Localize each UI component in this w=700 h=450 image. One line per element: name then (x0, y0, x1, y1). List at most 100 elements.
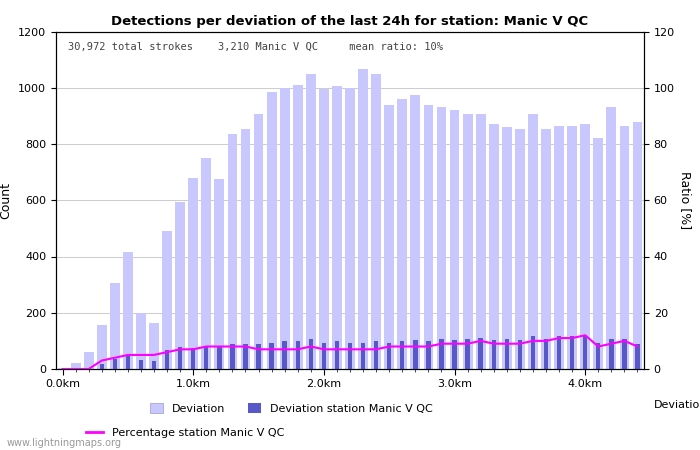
Bar (491, 340, 496, 369)
Percentage station Manic V QC (503, 341, 511, 346)
Bar (230, 344, 235, 369)
Text: www.lightningmaps.org: www.lightningmaps.org (7, 438, 122, 448)
Percentage station Manic V QC (189, 346, 197, 352)
Bar (136, 313, 146, 369)
Percentage station Manic V QC (581, 333, 589, 338)
Bar (97, 325, 106, 369)
Bar (322, 343, 326, 369)
Bar (515, 129, 525, 369)
Bar (400, 342, 405, 369)
Legend: Percentage station Manic V QC: Percentage station Manic V QC (86, 428, 284, 438)
Bar (557, 336, 561, 369)
Bar (217, 346, 221, 369)
Percentage station Manic V QC (489, 341, 498, 346)
Percentage station Manic V QC (307, 344, 315, 349)
Percentage station Manic V QC (85, 366, 93, 372)
Bar (270, 343, 274, 369)
Percentage station Manic V QC (267, 346, 276, 352)
Percentage station Manic V QC (111, 355, 119, 360)
Bar (253, 114, 263, 369)
Bar (113, 359, 117, 369)
Bar (319, 89, 329, 369)
Bar (440, 338, 444, 369)
Percentage station Manic V QC (528, 338, 537, 344)
Bar (606, 108, 616, 369)
Bar (191, 348, 195, 369)
Bar (583, 336, 587, 369)
Bar (306, 74, 316, 369)
Bar (214, 179, 224, 369)
Bar (374, 342, 378, 369)
Bar (437, 108, 447, 369)
Bar (596, 343, 601, 369)
Y-axis label: Ratio [%]: Ratio [%] (678, 171, 692, 230)
Percentage station Manic V QC (594, 344, 603, 349)
Bar (256, 344, 260, 369)
Bar (463, 114, 473, 369)
Percentage station Manic V QC (424, 344, 433, 349)
Bar (123, 252, 133, 369)
Percentage station Manic V QC (634, 344, 642, 349)
Percentage station Manic V QC (620, 338, 629, 344)
Bar (348, 343, 352, 369)
Percentage station Manic V QC (136, 352, 145, 358)
Bar (580, 124, 590, 369)
Bar (387, 343, 391, 369)
Bar (361, 343, 365, 369)
Bar (424, 105, 433, 369)
Bar (449, 110, 459, 369)
Bar (57, 368, 67, 369)
Bar (345, 88, 355, 369)
Percentage station Manic V QC (555, 335, 564, 341)
Bar (518, 340, 522, 369)
Bar (175, 202, 185, 369)
Bar (479, 338, 483, 369)
Bar (162, 231, 172, 369)
Percentage station Manic V QC (58, 366, 66, 372)
Bar (244, 344, 248, 369)
Title: Detections per deviation of the last 24h for station: Manic V QC: Detections per deviation of the last 24h… (111, 14, 589, 27)
Bar (633, 122, 643, 369)
Bar (609, 338, 613, 369)
Bar (267, 92, 276, 369)
Bar (505, 338, 509, 369)
Percentage station Manic V QC (398, 344, 407, 349)
Percentage station Manic V QC (281, 346, 289, 352)
Bar (149, 323, 159, 369)
Percentage station Manic V QC (438, 341, 446, 346)
Bar (152, 361, 156, 369)
Bar (241, 129, 251, 369)
Bar (528, 114, 538, 369)
Bar (84, 352, 94, 369)
Bar (283, 342, 287, 369)
Y-axis label: Count: Count (0, 182, 13, 219)
Bar (398, 99, 407, 369)
Percentage station Manic V QC (346, 346, 354, 352)
Percentage station Manic V QC (568, 335, 576, 341)
Bar (410, 95, 420, 369)
Percentage station Manic V QC (124, 352, 132, 358)
Bar (178, 347, 182, 369)
Bar (544, 338, 548, 369)
Percentage station Manic V QC (607, 341, 615, 346)
Bar (570, 336, 574, 369)
Bar (371, 74, 381, 369)
Bar (620, 126, 629, 369)
Bar (309, 338, 313, 369)
Bar (126, 356, 130, 369)
Bar (554, 126, 564, 369)
Percentage station Manic V QC (359, 346, 368, 352)
Text: Deviations: Deviations (654, 400, 700, 410)
Bar (99, 364, 104, 369)
Bar (622, 338, 626, 369)
Bar (476, 114, 486, 369)
Percentage station Manic V QC (516, 341, 524, 346)
Bar (110, 283, 120, 369)
Percentage station Manic V QC (163, 349, 172, 355)
Percentage station Manic V QC (463, 341, 472, 346)
Percentage station Manic V QC (385, 344, 393, 349)
Percentage station Manic V QC (97, 358, 106, 363)
Bar (594, 139, 603, 369)
Percentage station Manic V QC (202, 344, 211, 349)
Percentage station Manic V QC (332, 346, 341, 352)
